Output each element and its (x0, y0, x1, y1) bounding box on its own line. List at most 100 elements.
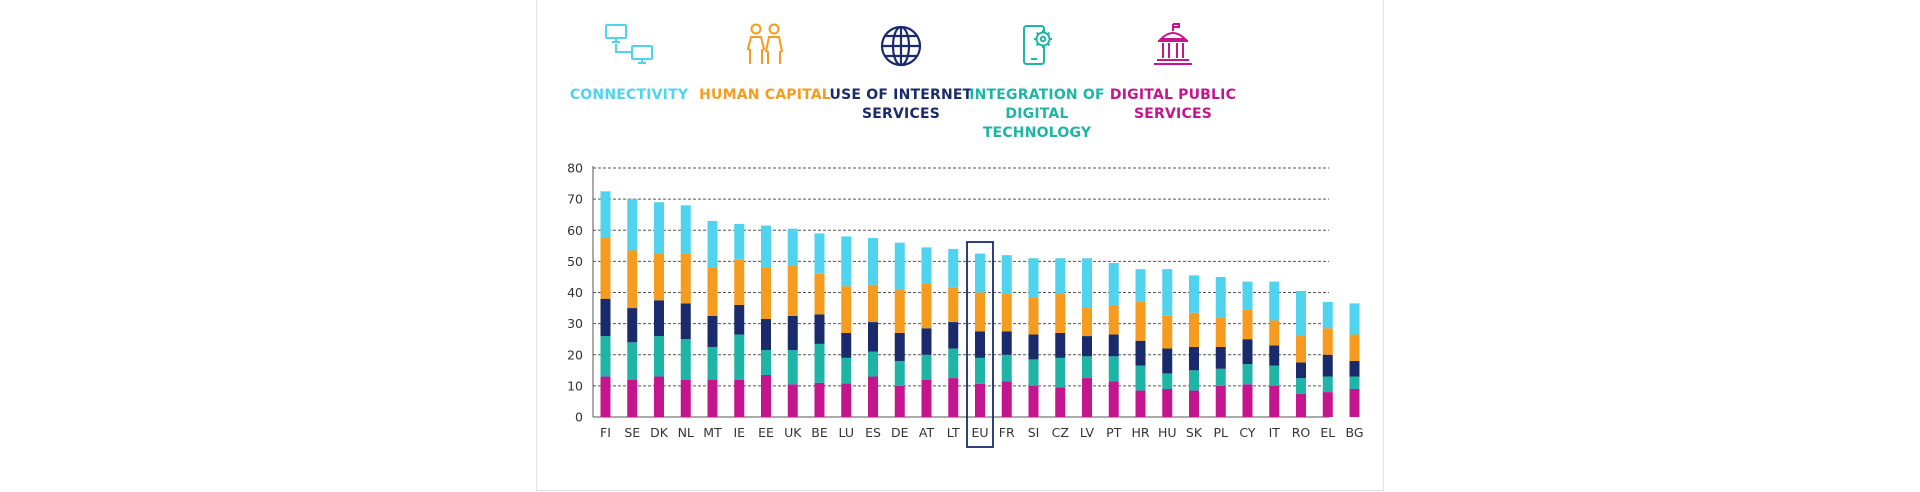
bar-segment (1350, 389, 1360, 417)
bar-segment (1243, 384, 1253, 417)
x-tick-label: IE (733, 425, 745, 440)
bar-segment (1296, 378, 1306, 394)
bar-segment (922, 355, 932, 380)
bar-segment (734, 224, 744, 260)
x-tick-label: NL (678, 425, 694, 440)
bar-segment (1216, 347, 1226, 369)
bar-segment (1002, 381, 1012, 417)
x-tick-label: AT (919, 425, 935, 440)
bar-segment (841, 383, 851, 417)
bar-segment (627, 308, 637, 342)
bar-segment (1269, 321, 1279, 346)
bar-segment (1109, 381, 1119, 417)
bar-segment (868, 352, 878, 377)
bar-segment (1162, 269, 1172, 316)
y-tick-label: 10 (567, 378, 583, 393)
bar-segment (1216, 317, 1226, 347)
bar-segment (948, 322, 958, 348)
bar-segment (708, 221, 718, 268)
x-tick-label: HR (1131, 425, 1149, 440)
bar-segment (1269, 386, 1279, 417)
bar-segment (734, 305, 744, 335)
bar-segment (1082, 378, 1092, 417)
bar-segment (1189, 347, 1199, 370)
bar-segment (654, 300, 664, 336)
bar-segment (948, 288, 958, 322)
bar-segment (975, 254, 985, 293)
bar-segment (761, 350, 771, 375)
bar-segment (1136, 302, 1146, 341)
x-tick-label: DE (891, 425, 909, 440)
bar-segment (708, 268, 718, 316)
bar-segment (815, 274, 825, 314)
bar-segment (1162, 349, 1172, 374)
bar-segment (1216, 386, 1226, 417)
x-tick-label: SI (1028, 425, 1040, 440)
bar-segment (868, 238, 878, 285)
bar-segment (627, 250, 637, 308)
bar-segment (788, 350, 798, 384)
bar-segment (1082, 258, 1092, 308)
bar-segment (734, 335, 744, 380)
bar-segment (1243, 364, 1253, 384)
bar-segment (1002, 294, 1012, 331)
bar-segment (601, 377, 611, 417)
bar-segment (1243, 282, 1253, 310)
bar-segment (1002, 331, 1012, 354)
x-tick-label: FI (600, 425, 611, 440)
bar-segment (975, 358, 985, 384)
bar-segment (601, 299, 611, 336)
bar-segment (1082, 308, 1092, 336)
bar-segment (761, 226, 771, 268)
bar-segment (922, 380, 932, 417)
x-tick-label: ES (865, 425, 881, 440)
bar-segment (627, 342, 637, 379)
x-tick-label: EE (758, 425, 774, 440)
y-tick-label: 80 (567, 161, 583, 176)
x-tick-label: LV (1080, 425, 1095, 440)
bar-segment (761, 319, 771, 350)
bar-segment (1055, 387, 1065, 417)
bar-segment (1323, 328, 1333, 354)
bar-segment (1350, 335, 1360, 361)
bar-segment (1269, 366, 1279, 386)
bar-segment (1243, 310, 1253, 340)
y-tick-label: 70 (567, 192, 583, 207)
bar-segment (654, 377, 664, 417)
x-tick-label: FR (999, 425, 1015, 440)
y-tick-label: 0 (575, 410, 583, 425)
x-tick-label: IT (1269, 425, 1281, 440)
bar-segment (948, 378, 958, 417)
y-tick-label: 20 (567, 347, 583, 362)
bar-segment (788, 316, 798, 350)
bar-segment (1296, 394, 1306, 417)
y-tick-label: 50 (567, 254, 583, 269)
bar-segment (1323, 355, 1333, 377)
bar-segment (1029, 335, 1039, 360)
x-tick-label: BE (811, 425, 828, 440)
bar-segment (708, 380, 718, 417)
bar-segment (761, 268, 771, 319)
bar-segment (601, 191, 611, 238)
x-tick-label: LU (839, 425, 855, 440)
chart-card: CONNECTIVITY HUMAN CAPITAL (536, 0, 1384, 491)
bar-segment (654, 254, 664, 301)
bar-segment (1269, 282, 1279, 321)
bar-segment (1109, 335, 1119, 357)
bar-segment (815, 314, 825, 344)
bar-segment (1029, 258, 1039, 297)
bar-segment (708, 347, 718, 380)
x-tick-label: PT (1106, 425, 1122, 440)
bar-segment (948, 349, 958, 379)
bar-segment (1109, 356, 1119, 381)
bar-segment (1323, 302, 1333, 328)
bar-segment (1350, 377, 1360, 389)
bar-segment (1002, 355, 1012, 381)
x-tick-label: CZ (1052, 425, 1069, 440)
x-tick-label: UK (784, 425, 802, 440)
bar-segment (1029, 386, 1039, 417)
bar-segment (815, 383, 825, 417)
bar-segment (1055, 358, 1065, 388)
bar-segment (1323, 392, 1333, 417)
bar-layer (601, 191, 1360, 447)
